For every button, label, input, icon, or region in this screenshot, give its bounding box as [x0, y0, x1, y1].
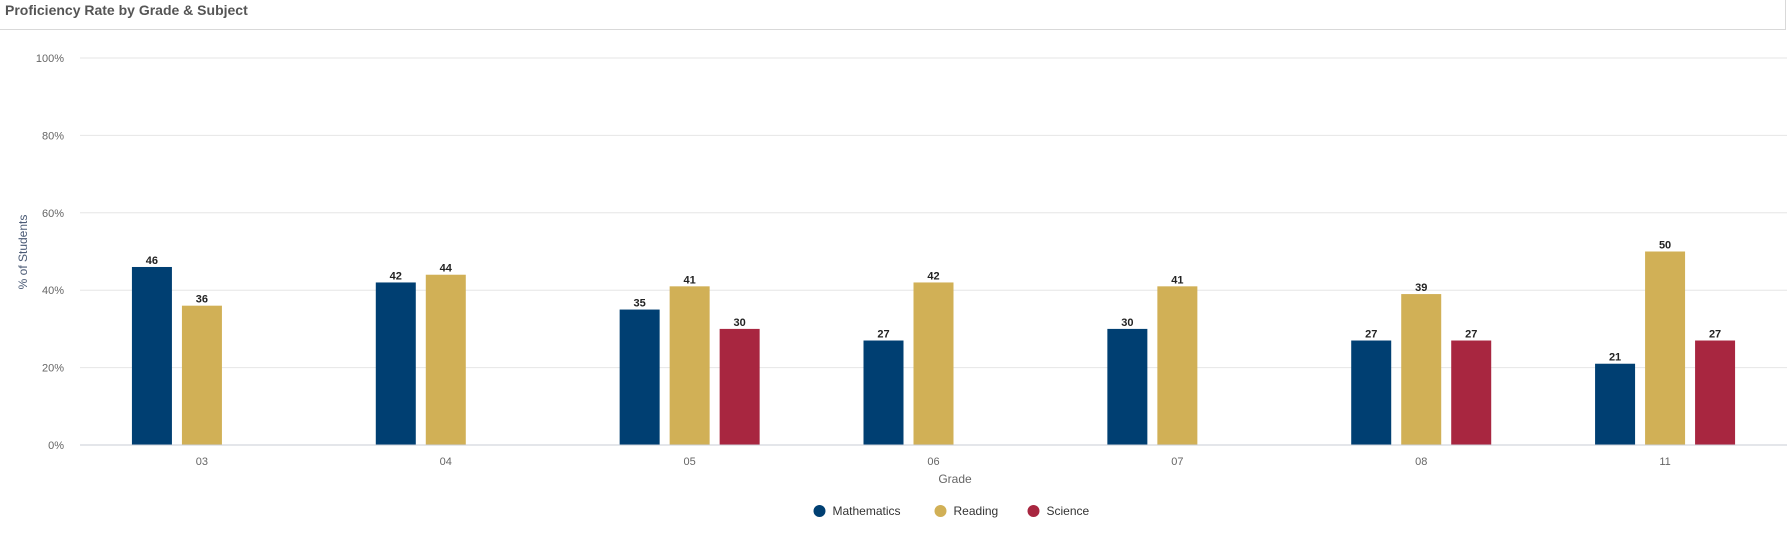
bar-reading-08[interactable]	[1401, 294, 1442, 445]
data-label: 44	[440, 263, 453, 275]
bar-reading-06[interactable]	[913, 282, 954, 445]
legend-label: Mathematics	[833, 504, 901, 518]
data-label: 27	[877, 329, 889, 341]
x-axis-label: Grade	[938, 472, 972, 486]
y-tick-label: 40%	[42, 285, 64, 297]
bar-reading-04[interactable]	[425, 274, 466, 445]
data-label: 27	[1709, 329, 1721, 341]
bar-mathematics-11[interactable]	[1595, 363, 1636, 445]
y-tick-label: 0%	[48, 440, 64, 452]
bar-reading-05[interactable]	[669, 286, 710, 445]
legend-item-mathematics[interactable]: Mathematics	[813, 504, 901, 518]
data-label: 42	[927, 270, 939, 282]
x-tick-label: 08	[1415, 456, 1427, 468]
x-tick-label: 04	[440, 456, 452, 468]
bars	[131, 251, 1736, 446]
data-label: 30	[734, 317, 746, 329]
bar-reading-03[interactable]	[181, 305, 222, 445]
data-labels: 46 36 42 44 35 41 30 27 42 30 41 27 39 27 21 50 27	[146, 240, 1721, 364]
x-tick-label: 05	[684, 456, 696, 468]
legend-marker	[813, 505, 826, 517]
data-label: 36	[196, 294, 208, 306]
y-tick-label: 60%	[42, 208, 64, 220]
bar-mathematics-04[interactable]	[375, 282, 416, 445]
legend-marker	[1027, 505, 1040, 517]
data-label: 42	[390, 270, 402, 282]
data-label: 21	[1609, 352, 1621, 364]
x-tick-label: 07	[1171, 456, 1183, 468]
legend-marker	[934, 505, 947, 517]
y-tick-label: 80%	[42, 130, 64, 142]
data-label: 30	[1121, 317, 1133, 329]
chart-header: Proficiency Rate by Grade & Subject	[0, 0, 1786, 30]
x-tick-label: 11	[1659, 456, 1670, 468]
legend-item-science[interactable]: Science	[1027, 504, 1090, 518]
data-label: 27	[1465, 329, 1477, 341]
y-axis-label: % of Students	[16, 215, 30, 290]
legend: Mathematics Reading Science	[813, 504, 1090, 518]
x-tick-label: 03	[196, 456, 208, 468]
x-axis-ticks: 03 04 05 06 07 08 11	[196, 456, 1671, 468]
legend-item-reading[interactable]: Reading	[934, 504, 999, 518]
bar-reading-11[interactable]	[1645, 251, 1686, 446]
bar-mathematics-06[interactable]	[863, 340, 904, 445]
data-label: 50	[1659, 240, 1671, 252]
y-tick-label: 100%	[36, 53, 64, 65]
data-label: 46	[146, 255, 158, 267]
data-label: 35	[634, 298, 646, 310]
bar-mathematics-08[interactable]	[1351, 340, 1392, 445]
data-label: 41	[1171, 274, 1183, 286]
bar-science-11[interactable]	[1695, 340, 1736, 445]
data-label: 27	[1365, 329, 1377, 341]
bar-mathematics-05[interactable]	[619, 309, 660, 445]
bar-mathematics-03[interactable]	[131, 266, 172, 445]
bar-science-05[interactable]	[719, 328, 760, 445]
data-label: 41	[684, 274, 696, 286]
y-tick-label: 20%	[42, 363, 64, 375]
x-tick-label: 06	[927, 456, 939, 468]
bar-mathematics-07[interactable]	[1107, 328, 1148, 445]
chart-title: Proficiency Rate by Grade & Subject	[5, 2, 248, 18]
bar-reading-07[interactable]	[1157, 286, 1198, 445]
legend-label: Science	[1047, 504, 1090, 518]
bar-science-08[interactable]	[1451, 340, 1492, 445]
legend-label: Reading	[954, 504, 999, 518]
data-label: 39	[1415, 282, 1427, 294]
y-axis-ticks: 0% 20% 40% 60% 80% 100%	[36, 53, 64, 452]
